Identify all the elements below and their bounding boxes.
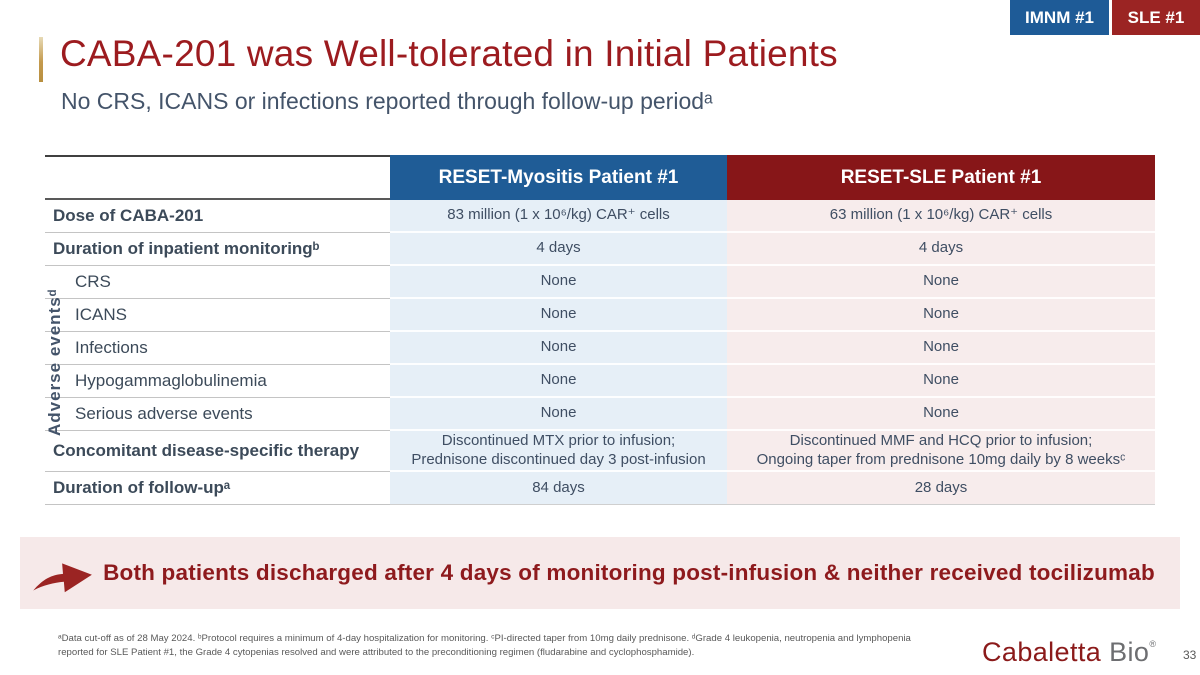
myositis-value: None <box>390 299 727 332</box>
myositis-value: 84 days <box>390 472 727 505</box>
title-accent-bar <box>39 37 43 82</box>
row-label: Duration of inpatient monitoringᵇ <box>45 233 390 266</box>
page-number: 33 <box>1183 648 1197 662</box>
sle-value: None <box>727 299 1155 332</box>
footnote-line: ᵃData cut-off as of 28 May 2024. ᵇProtoc… <box>58 633 911 644</box>
logo-text-primary: Cabaletta <box>982 637 1102 667</box>
page-subtitle: No CRS, ICANS or infections reported thr… <box>61 88 713 114</box>
table-row: Serious adverse events None None <box>45 398 1155 431</box>
patient-tabs: IMNM #1 SLE #1 <box>1010 0 1200 35</box>
myositis-value: 4 days <box>390 233 727 266</box>
myositis-value: None <box>390 365 727 398</box>
sle-value: None <box>727 365 1155 398</box>
footnote-line: reported for SLE Patient #1, the Grade 4… <box>58 647 695 659</box>
myositis-value: Discontinued MTX prior to infusion; Pred… <box>390 431 727 472</box>
myositis-value: None <box>390 332 727 365</box>
table-row: Duration of inpatient monitoringᵇ 4 days… <box>45 233 1155 266</box>
sle-value: 4 days <box>727 233 1155 266</box>
table-row: Infections None None <box>45 332 1155 365</box>
sle-value: 63 million (1 x 10⁶/kg) CAR⁺ cells <box>727 200 1155 233</box>
right-arrow-icon <box>32 552 102 594</box>
myositis-value: None <box>390 398 727 431</box>
myositis-value: 83 million (1 x 10⁶/kg) CAR⁺ cells <box>390 200 727 233</box>
registered-trademark-icon: ® <box>1149 639 1157 649</box>
key-takeaway-text: Both patients discharged after 4 days of… <box>103 560 1155 585</box>
sle-value: Discontinued MMF and HCQ prior to infusi… <box>727 431 1155 472</box>
row-label: Dose of CABA-201 <box>45 200 390 233</box>
table-row: CRS None None <box>45 266 1155 299</box>
myositis-value: None <box>390 266 727 299</box>
header-sle: RESET-SLE Patient #1 <box>727 155 1155 200</box>
logo-text-secondary: Bio <box>1109 637 1150 667</box>
tab-imnm-1[interactable]: IMNM #1 <box>1010 0 1109 35</box>
row-label: Hypogammaglobulinemia <box>45 365 390 398</box>
table-header-row: RESET-Myositis Patient #1 RESET-SLE Pati… <box>45 155 1155 200</box>
adverse-events-group-label: Adverse eventsᵈ <box>45 288 64 437</box>
sle-value: None <box>727 332 1155 365</box>
footnotes: ᵃData cut-off as of 28 May 2024. ᵇProtoc… <box>58 632 963 661</box>
row-label: Duration of follow-upᵃ <box>45 472 390 505</box>
table-row: Dose of CABA-201 83 million (1 x 10⁶/kg)… <box>45 200 1155 233</box>
page-title: CABA-201 was Well-tolerated in Initial P… <box>60 33 838 74</box>
row-label: CRS <box>45 266 390 299</box>
row-label: Concomitant disease-specific therapy <box>45 431 390 472</box>
header-myositis: RESET-Myositis Patient #1 <box>390 155 727 200</box>
row-label: Serious adverse events <box>45 398 390 431</box>
row-label: Infections <box>45 332 390 365</box>
row-label: ICANS <box>45 299 390 332</box>
safety-table: Adverse eventsᵈ RESET-Myositis Patient #… <box>45 155 1155 505</box>
cabaletta-bio-logo: Cabaletta Bio® <box>982 637 1156 668</box>
table-row: Hypogammaglobulinemia None None <box>45 365 1155 398</box>
table-row: Concomitant disease-specific therapy Dis… <box>45 431 1155 472</box>
key-takeaway-banner: Both patients discharged after 4 days of… <box>20 537 1180 609</box>
table-row: Duration of follow-upᵃ 84 days 28 days <box>45 472 1155 505</box>
sle-value: 28 days <box>727 472 1155 505</box>
sle-value: None <box>727 266 1155 299</box>
table-row: ICANS None None <box>45 299 1155 332</box>
sle-value: None <box>727 398 1155 431</box>
header-empty-cell <box>45 155 390 200</box>
tab-sle-1[interactable]: SLE #1 <box>1112 0 1200 35</box>
